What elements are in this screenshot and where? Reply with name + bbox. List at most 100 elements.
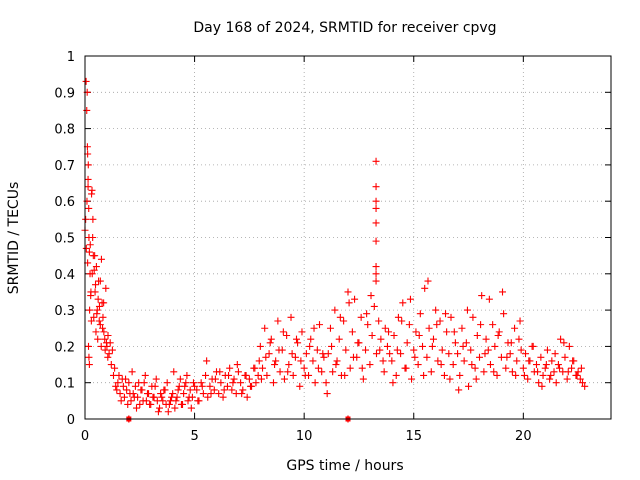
data-point (415, 332, 423, 340)
data-point (450, 328, 458, 336)
data-point (372, 277, 380, 285)
data-point (550, 368, 558, 376)
data-point (402, 364, 410, 372)
y-tick-label: 0.7 (54, 159, 75, 174)
data-point (89, 215, 97, 223)
data-point (310, 324, 318, 332)
y-tick-label: 0.3 (54, 304, 75, 319)
data-point (254, 371, 262, 379)
data-point (442, 310, 450, 318)
data-point (469, 313, 477, 321)
data-point (419, 342, 427, 350)
data-point (313, 346, 321, 354)
data-point (438, 346, 446, 354)
data-points-layer (81, 77, 589, 423)
data-point (535, 379, 543, 387)
data-point (234, 368, 242, 376)
data-point (301, 371, 309, 379)
data-point (292, 335, 300, 343)
data-point (366, 361, 374, 369)
data-point (486, 361, 494, 369)
data-point (101, 346, 109, 354)
data-point (128, 368, 136, 376)
y-tick-label: 0.9 (54, 86, 75, 101)
data-point (183, 371, 191, 379)
data-point (90, 313, 98, 321)
data-point (449, 361, 457, 369)
data-point (322, 379, 330, 387)
data-point (257, 375, 265, 383)
data-point (105, 350, 113, 358)
data-point (429, 335, 437, 343)
y-tick-label: 0.8 (54, 123, 75, 138)
data-point (471, 364, 479, 372)
data-point (219, 393, 227, 401)
ticks-layer: 00.10.20.30.40.50.60.70.80.910 5 10 15 20 (54, 50, 611, 444)
x-tick-label: 10 (296, 429, 313, 444)
data-point (376, 346, 384, 354)
data-point (311, 379, 319, 387)
data-point (85, 353, 93, 361)
data-point (539, 371, 547, 379)
data-point (573, 371, 581, 379)
data-point (555, 364, 563, 372)
data-point (185, 393, 193, 401)
data-point (372, 350, 380, 358)
x-axis-title: GPS time / hours (286, 458, 403, 474)
data-point (87, 317, 95, 325)
data-point (115, 371, 123, 379)
data-point (359, 375, 367, 383)
data-point (515, 335, 523, 343)
data-point (114, 379, 122, 387)
data-point (102, 284, 110, 292)
data-point (440, 371, 448, 379)
data-point (468, 361, 476, 369)
data-point (324, 350, 332, 358)
data-point (307, 335, 315, 343)
data-point (206, 382, 214, 390)
data-point (499, 288, 507, 296)
data-point (246, 382, 254, 390)
data-point (92, 263, 100, 271)
data-point (344, 288, 352, 296)
data-point (130, 393, 138, 401)
data-point (421, 284, 429, 292)
data-point (122, 375, 130, 383)
data-point (84, 175, 92, 183)
data-point (372, 270, 380, 278)
data-point (101, 335, 109, 343)
data-point (259, 364, 267, 372)
data-point (300, 364, 308, 372)
data-point (170, 368, 178, 376)
data-point (383, 342, 391, 350)
data-point (446, 375, 454, 383)
data-point (370, 302, 378, 310)
data-point (432, 306, 440, 314)
data-point (380, 368, 388, 376)
data-point (82, 215, 90, 223)
data-point (331, 306, 339, 314)
data-point (126, 390, 134, 398)
data-point (458, 324, 466, 332)
data-point (239, 386, 247, 394)
data-point (372, 197, 380, 205)
data-point (507, 339, 515, 347)
data-point (237, 379, 245, 387)
data-point (579, 379, 587, 387)
data-point (85, 342, 93, 350)
data-point (223, 382, 231, 390)
data-point (229, 379, 237, 387)
data-point (157, 390, 165, 398)
x-tick-label: 5 (190, 429, 198, 444)
data-point (98, 299, 106, 307)
data-point (148, 382, 156, 390)
data-point (318, 368, 326, 376)
data-point (517, 346, 525, 354)
data-point (368, 332, 376, 340)
data-point (351, 295, 359, 303)
data-point (119, 382, 127, 390)
data-point (542, 361, 550, 369)
data-point (349, 353, 357, 361)
data-point (242, 371, 250, 379)
data-point (522, 350, 530, 358)
